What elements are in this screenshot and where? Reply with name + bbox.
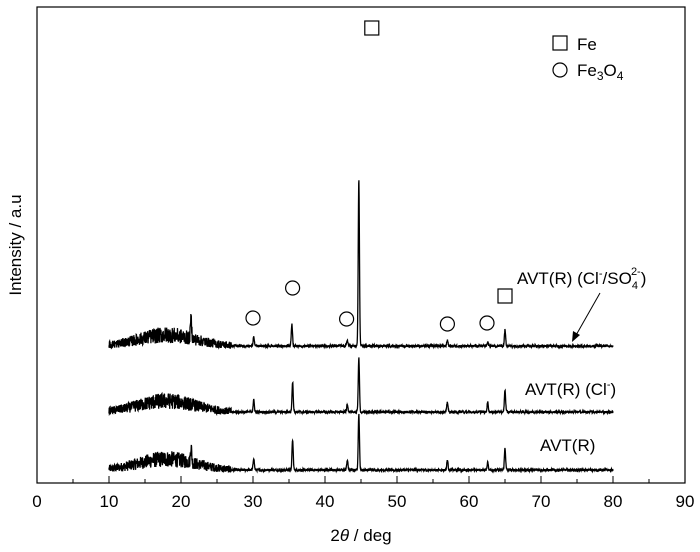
x-axis-ticks: 0 10 20 30 40 50 60 70 80 90 [32,476,694,511]
series-label-avt-r-cl-so4: AVT(R) (Cl-/SO42-) [517,266,646,292]
x-tick-label: 80 [604,492,623,511]
x-axis-label-main: 2 [330,526,339,545]
x-tick-label: 10 [100,492,119,511]
y-axis-label: Intensity / a.u [6,194,25,295]
circle-peak-marker-icon [245,310,261,326]
circle-peak-marker-icon [439,316,455,332]
series-group [108,180,614,474]
x-tick-label: 50 [388,492,407,511]
series-line-2 [108,180,614,350]
circle-peak-marker-icon [479,315,495,331]
peak-markers [245,20,513,332]
series-line-0 [108,413,614,474]
x-axis-label-theta: θ [340,526,350,545]
legend-label-fe3o4: Fe3O4 [577,61,624,83]
series-label-avt-r: AVT(R) [540,436,595,455]
legend-square-icon [552,35,568,51]
legend-label-fe: Fe [577,35,597,54]
x-tick-label: 0 [32,492,41,511]
square-peak-marker-icon [497,288,513,304]
series-label-avt-r-cl: AVT(R) (Cl-) [525,379,616,399]
square-peak-marker-icon [364,20,380,36]
x-tick-label: 30 [244,492,263,511]
annotation-arrow [574,292,601,338]
x-tick-label: 70 [532,492,551,511]
x-tick-label: 60 [460,492,479,511]
series-line-1 [108,357,614,417]
annotation-arrowhead [572,331,580,342]
legend-circle-icon [552,62,568,78]
x-tick-label: 40 [316,492,335,511]
x-axis-label-unit: / deg [349,526,392,545]
x-tick-label: 20 [172,492,191,511]
circle-peak-marker-icon [285,280,301,296]
legend: Fe Fe3O4 [552,35,624,83]
circle-peak-marker-icon [339,311,355,327]
x-tick-label: 90 [676,492,695,511]
x-axis-label: 2θ / deg [330,526,391,545]
